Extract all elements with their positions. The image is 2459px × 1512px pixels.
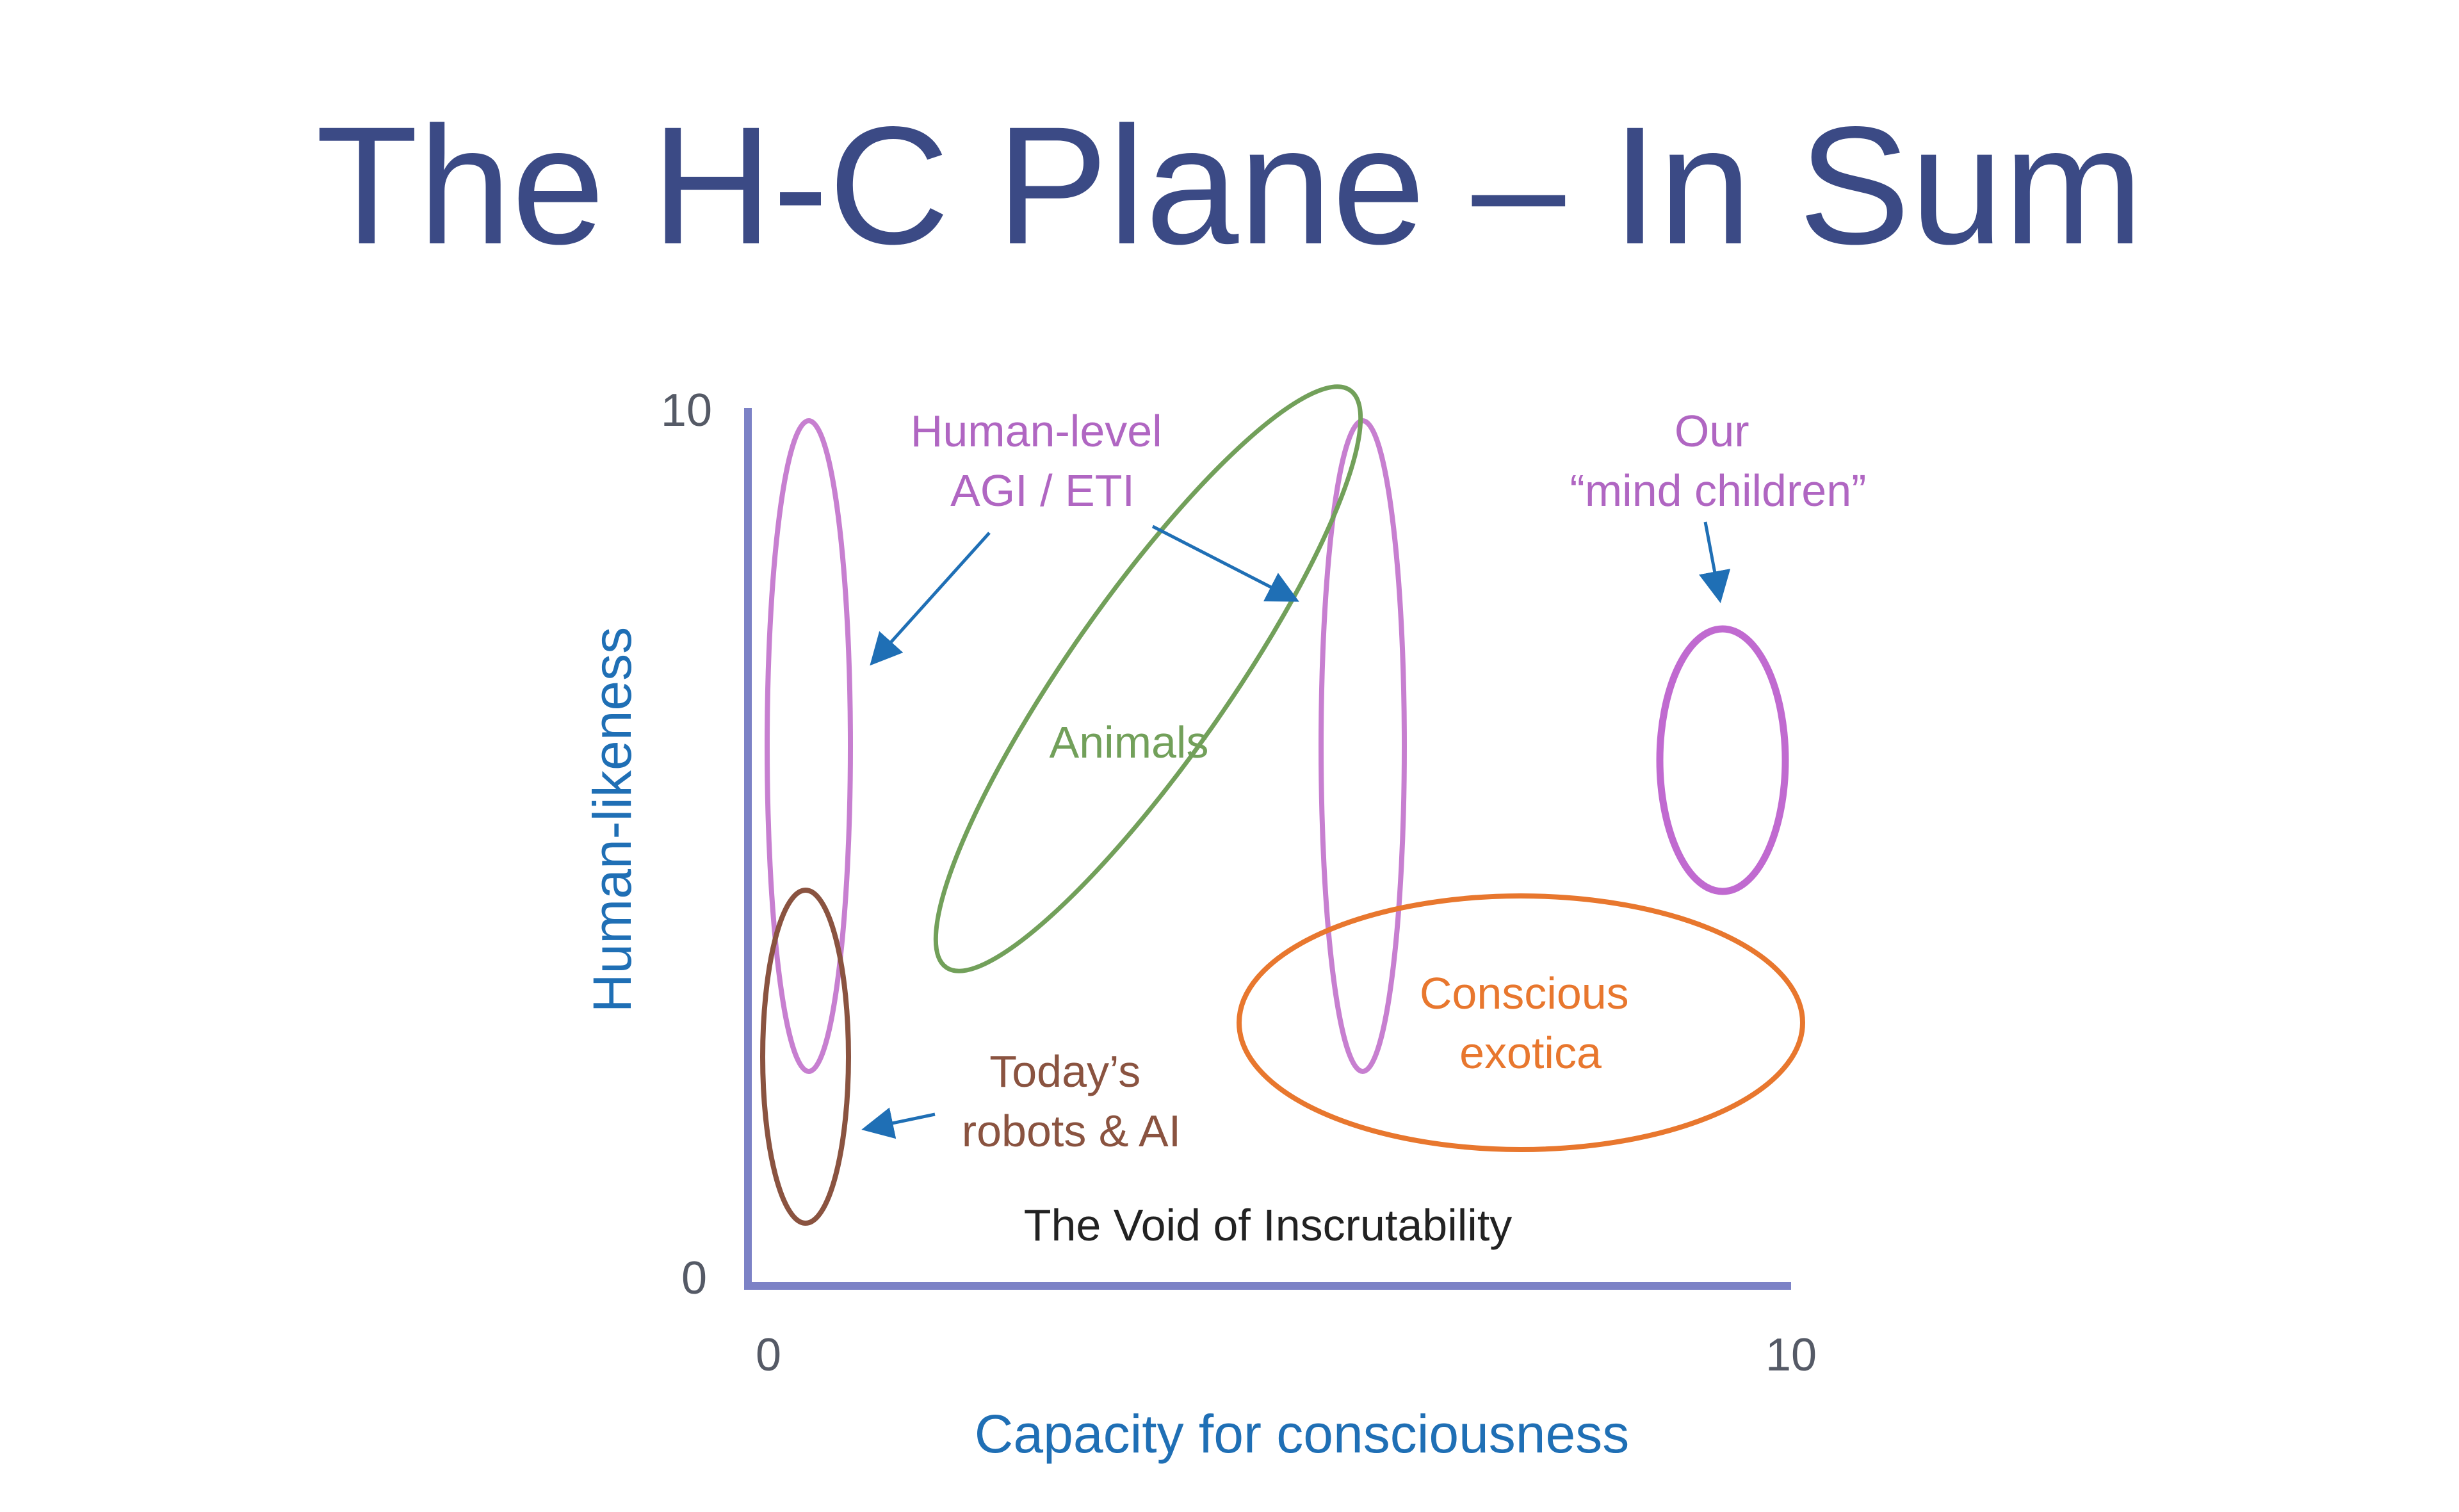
region-mind-children-ellipse [1656, 625, 1789, 895]
agi-right-arrow [1151, 524, 1299, 602]
agi-left-arrow [870, 532, 991, 666]
x-axis-label: Capacity for consciousness [975, 1404, 1629, 1464]
void-label: The Void of Inscrutability [1024, 1200, 1513, 1250]
mind-children-label-line-1: Our [1675, 406, 1749, 456]
conscious-exotica-label-line-2: exotica [1459, 1028, 1602, 1078]
agi-label: Human-level AGI / ETI [911, 406, 1174, 516]
region-todays-robots-ellipse [760, 888, 851, 1226]
y-axis-min-tick: 0 [681, 1253, 707, 1304]
x-axis-min-tick: 0 [756, 1329, 781, 1381]
conscious-exotica-label: Conscious exotica [1420, 968, 1641, 1078]
region-conscious-exotica-ellipse [1237, 893, 1805, 1152]
robots-label-line-2: robots & AI [962, 1106, 1181, 1156]
robots-label-line-1: Today’s [989, 1046, 1140, 1096]
x-axis-max-tick: 10 [1765, 1329, 1817, 1381]
agi-label-line-2: AGI / ETI [950, 466, 1135, 516]
agi-label-line-1: Human-level [911, 406, 1162, 456]
mind-children-label: Our “mind children” [1570, 406, 1867, 516]
animals-label: Animals [1050, 717, 1209, 767]
robots-label: Today’s robots & AI [962, 1046, 1181, 1156]
slide-title: The H-C Plane – In Sum [315, 92, 2144, 279]
robots-arrow [861, 1107, 936, 1139]
region-animals-ellipse [933, 384, 1363, 973]
mind-children-arrow [1699, 521, 1731, 603]
conscious-exotica-label-line-1: Conscious [1420, 968, 1629, 1018]
y-axis-label: Human-likeness [582, 627, 642, 1012]
mind-children-label-line-2: “mind children” [1570, 466, 1867, 516]
region-agi-left-ellipse [765, 418, 853, 1074]
y-axis-max-tick: 10 [661, 385, 712, 436]
